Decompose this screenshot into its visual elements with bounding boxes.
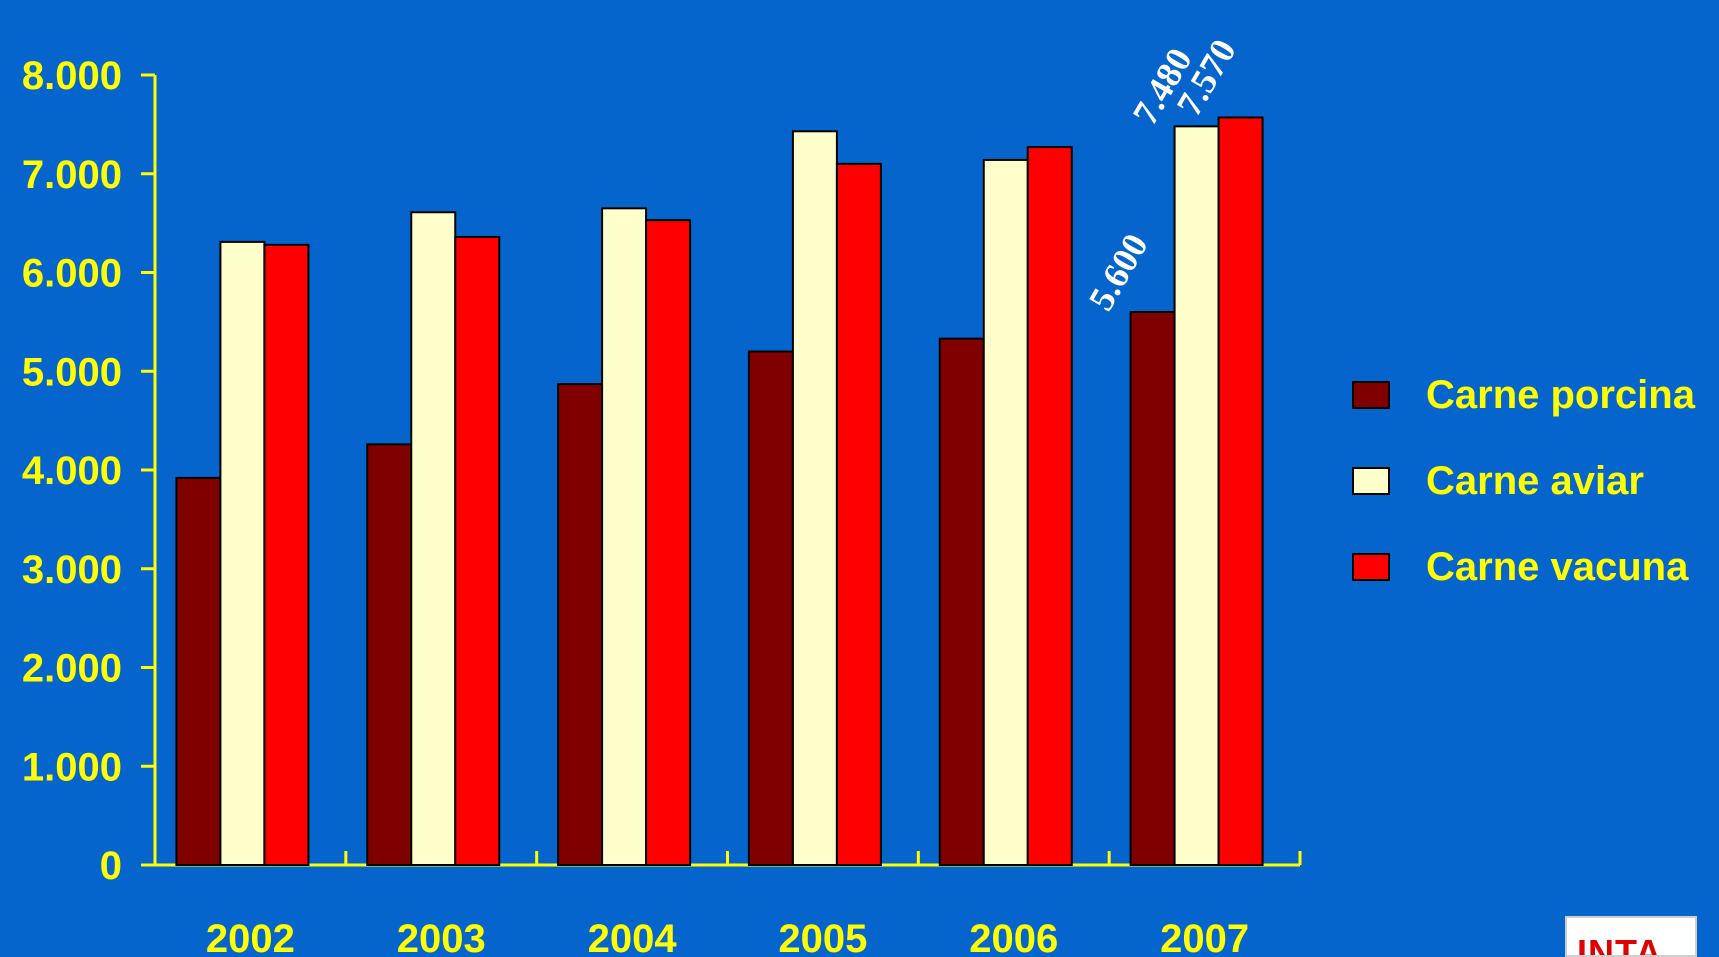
legend-label-vacuna: Carne vacuna <box>1426 544 1689 589</box>
legend-label-aviar: Carne aviar <box>1426 458 1644 503</box>
y-tick-label: 5.000 <box>22 350 122 394</box>
x-tick-label: 2003 <box>397 917 486 957</box>
legend-swatch-aviar <box>1352 467 1390 495</box>
y-tick-label: 4.000 <box>22 449 122 493</box>
bar-porcina-2004 <box>557 383 604 866</box>
x-tick-label: 2002 <box>206 917 295 957</box>
legend-swatch-porcina <box>1352 381 1390 409</box>
logo-text: INTA <box>1577 932 1663 957</box>
legend-item-aviar: Carne aviar <box>1352 438 1695 524</box>
legend: Carne porcina Carne aviar Carne vacuna <box>1352 352 1695 610</box>
bar-porcina-2003 <box>366 443 413 866</box>
bar-vacuna-2004 <box>645 219 692 867</box>
x-tick-label: 2007 <box>1160 917 1249 957</box>
y-tick-label: 2.000 <box>22 647 122 691</box>
y-tick-label: 3.000 <box>22 548 122 592</box>
bar-vacuna-2002 <box>263 243 310 867</box>
x-tick-label: 2006 <box>969 917 1058 957</box>
bar-porcina-2007 <box>1129 311 1176 866</box>
bar-vacuna-2003 <box>454 235 501 866</box>
legend-swatch-vacuna <box>1352 553 1390 581</box>
bar-aviar-2004 <box>601 207 648 866</box>
bar-aviar-2006 <box>982 158 1029 867</box>
bar-porcina-2005 <box>747 350 794 866</box>
legend-item-vacuna: Carne vacuna <box>1352 524 1695 610</box>
x-tick-label: 2005 <box>778 917 867 957</box>
legend-label-porcina: Carne porcina <box>1426 372 1695 417</box>
x-tick-label: 2004 <box>588 917 678 957</box>
bar-aviar-2003 <box>410 211 457 866</box>
y-tick-label: 8.000 <box>22 54 122 98</box>
y-tick-label: 0 <box>100 844 122 888</box>
data-label: 5.600 <box>1081 227 1156 317</box>
legend-item-porcina: Carne porcina <box>1352 352 1695 438</box>
bar-porcina-2002 <box>175 476 222 866</box>
bar-porcina-2006 <box>938 337 985 867</box>
bar-vacuna-2006 <box>1026 146 1073 866</box>
y-tick-label: 7.000 <box>22 153 122 197</box>
inta-logo: INTA <box>1565 916 1697 957</box>
y-tick-label: 6.000 <box>22 252 122 296</box>
bar-aviar-2002 <box>219 240 266 866</box>
bar-vacuna-2005 <box>835 162 882 866</box>
bar-aviar-2007 <box>1173 125 1220 867</box>
bar-vacuna-2007 <box>1217 116 1264 866</box>
y-tick-label: 1.000 <box>22 745 122 789</box>
bar-aviar-2005 <box>791 130 838 867</box>
